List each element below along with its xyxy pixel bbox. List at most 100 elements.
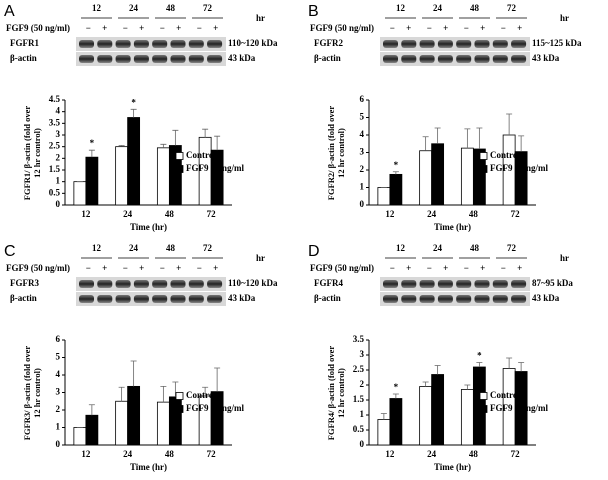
time-label: 24 [129, 3, 139, 13]
x-tick-label: 72 [511, 449, 521, 459]
blot-band [456, 55, 472, 63]
error-bar [476, 362, 483, 367]
blot-band [437, 295, 453, 303]
error-bar [422, 136, 429, 151]
treatment-sign: − [160, 23, 165, 33]
error-bar [464, 128, 471, 149]
blot-band [133, 280, 149, 288]
treatment-sign: − [390, 263, 395, 273]
legend-label: FGF9 50 ng/ml [490, 163, 548, 173]
blot-name: β-actin [10, 53, 37, 63]
y-tick-label: 6 [360, 94, 365, 104]
treatment-sign: − [197, 263, 202, 273]
time-label: 12 [92, 243, 102, 253]
blot-background [76, 37, 226, 51]
time-label: 72 [203, 3, 213, 13]
y-tick-label: 2 [360, 379, 365, 389]
treatment-sign: − [86, 23, 91, 33]
blot-band [511, 295, 527, 303]
treatment-sign: − [464, 263, 469, 273]
treatment-sign: + [517, 263, 522, 273]
time-unit: hr [560, 13, 569, 23]
y-tick-label: 5 [56, 352, 61, 362]
y-tick-label: 5 [360, 112, 365, 122]
treatment-sign: + [176, 263, 181, 273]
bar [115, 400, 129, 446]
error-bar [214, 135, 221, 151]
y-tick-label: 1 [360, 409, 365, 419]
blot-band [492, 295, 508, 303]
error-bar [464, 384, 471, 390]
time-label: 48 [470, 243, 480, 253]
legend-label: Control [490, 390, 520, 400]
blot-band [383, 280, 398, 288]
y-tick-label: 0.5 [49, 187, 61, 197]
blot-size: 110~120 kDa [228, 278, 278, 288]
time-label: 48 [470, 3, 480, 13]
y-tick-label: 3 [360, 147, 365, 157]
blot-band [152, 55, 168, 63]
blot-band [79, 280, 94, 288]
treatment-sign: + [213, 23, 218, 33]
bar [156, 147, 170, 206]
blot-band [401, 40, 417, 48]
x-axis-label: Time (hr) [434, 222, 471, 232]
blot-band [188, 55, 204, 63]
legend-swatch [479, 392, 488, 400]
x-tick-label: 24 [427, 449, 437, 459]
bar [168, 396, 182, 446]
legend-swatch [175, 405, 184, 413]
blot-size: 43 kDa [532, 53, 560, 63]
y-tick-label: 1.5 [353, 394, 365, 404]
error-bar [130, 108, 137, 118]
blot-band [474, 40, 490, 48]
blot-band [383, 55, 398, 63]
error-bar [392, 393, 399, 399]
bar [85, 414, 99, 446]
treatment-sign: − [464, 23, 469, 33]
error-bar [434, 365, 441, 375]
y-axis-label: FGFR1/ β-actin (fold over 12 hr control) [22, 105, 42, 200]
treatment-label: FGF9 (50 ng/ml) [310, 263, 374, 273]
treatment-sign: + [443, 23, 448, 33]
error-bar [506, 357, 513, 369]
bar [389, 173, 403, 206]
blot-band [474, 295, 490, 303]
error-bar [88, 404, 95, 416]
time-label: 12 [92, 3, 102, 13]
bar [127, 385, 141, 446]
legend-swatch [479, 165, 488, 173]
treatment-sign: + [176, 23, 181, 33]
treatment-sign: − [123, 23, 128, 33]
blot-size: 43 kDa [228, 53, 256, 63]
blot-band [79, 295, 94, 303]
blot-band [474, 55, 490, 63]
error-bar [172, 129, 179, 146]
treatment-sign: − [501, 23, 506, 33]
panel-label: D [308, 243, 320, 260]
blot-size: 43 kDa [532, 293, 560, 303]
bar [460, 147, 474, 206]
blot-band [474, 280, 490, 288]
error-bar [118, 145, 125, 147]
bar [460, 389, 474, 446]
error-bar [434, 127, 441, 144]
treatment-sign: + [406, 23, 411, 33]
y-tick-label: 2.5 [353, 364, 365, 374]
error-bar [160, 385, 167, 403]
blot-band [456, 40, 472, 48]
time-label: 12 [396, 243, 406, 253]
blot-background [380, 52, 530, 66]
y-tick-label: 4 [360, 129, 365, 139]
blot-band [383, 295, 398, 303]
error-bar [202, 128, 209, 138]
blot-background [76, 292, 226, 306]
legend-swatch [479, 405, 488, 413]
panel-label: A [4, 3, 15, 20]
significance: * [477, 351, 482, 361]
y-tick-label: 2.5 [49, 141, 61, 151]
